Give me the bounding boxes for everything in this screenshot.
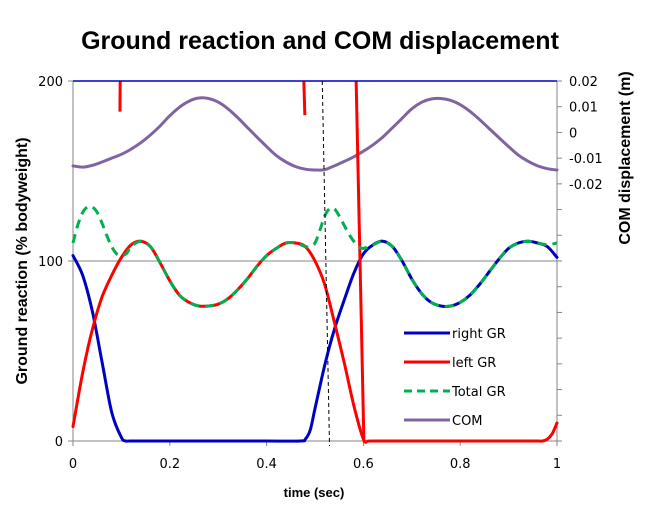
y-axis-title: Ground reaction (% bodyweight) [14, 137, 31, 384]
y2-tick-label: 0.02 [569, 75, 598, 90]
legend-item-com: COM [404, 414, 483, 429]
y2-tick-label: 0 [569, 126, 577, 141]
y2-tick-label: -0.02 [569, 178, 603, 193]
legend: right GR left GR Total GR COM [404, 327, 506, 429]
series-left-gr-artifact-segments [354, 80, 366, 442]
legend-label-right-gr: right GR [452, 327, 506, 342]
y2-axis-title: COM displacement (m) [617, 71, 634, 244]
x-tick-label: 0 [69, 457, 77, 472]
legend-label-total-gr: Total GR [451, 385, 506, 400]
series-left-gr-artifact-segments [302, 80, 307, 116]
legend-label-com: COM [452, 414, 483, 429]
y-tick-label: 200 [38, 75, 63, 90]
x-tick-label: 0.8 [450, 457, 471, 472]
y2-tick-label: 0.01 [569, 101, 598, 116]
x-tick-label: 1 [553, 457, 561, 472]
legend-item-left-gr: left GR [404, 356, 496, 371]
x-tick-label: 0.6 [353, 457, 374, 472]
annotations [73, 80, 557, 447]
legend-item-right-gr: right GR [404, 327, 506, 342]
legend-item-total-gr: Total GR [404, 385, 506, 400]
vertical-dashed-marker-line [321, 80, 331, 447]
legend-label-left-gr: left GR [452, 356, 496, 371]
x-axis-title: time (sec) [284, 485, 345, 500]
series-com-line [71, 96, 559, 172]
series-layer [71, 80, 559, 444]
x-ticks: 0 0.2 0.4 0.6 0.8 1 [69, 441, 561, 472]
y2-tick-label: -0.01 [569, 152, 603, 167]
x-tick-label: 0.4 [256, 457, 277, 472]
x-tick-label: 0.2 [159, 457, 180, 472]
y-tick-label: 0 [55, 435, 63, 450]
chart-title: Ground reaction and COM displacement [81, 27, 560, 55]
y-ticks: 0 100 200 [38, 75, 73, 450]
y2-ticks: 0.02 0.01 0 -0.01 -0.02 [557, 75, 603, 442]
series-total-gr-line [71, 204, 558, 308]
y-tick-label: 100 [38, 255, 63, 270]
